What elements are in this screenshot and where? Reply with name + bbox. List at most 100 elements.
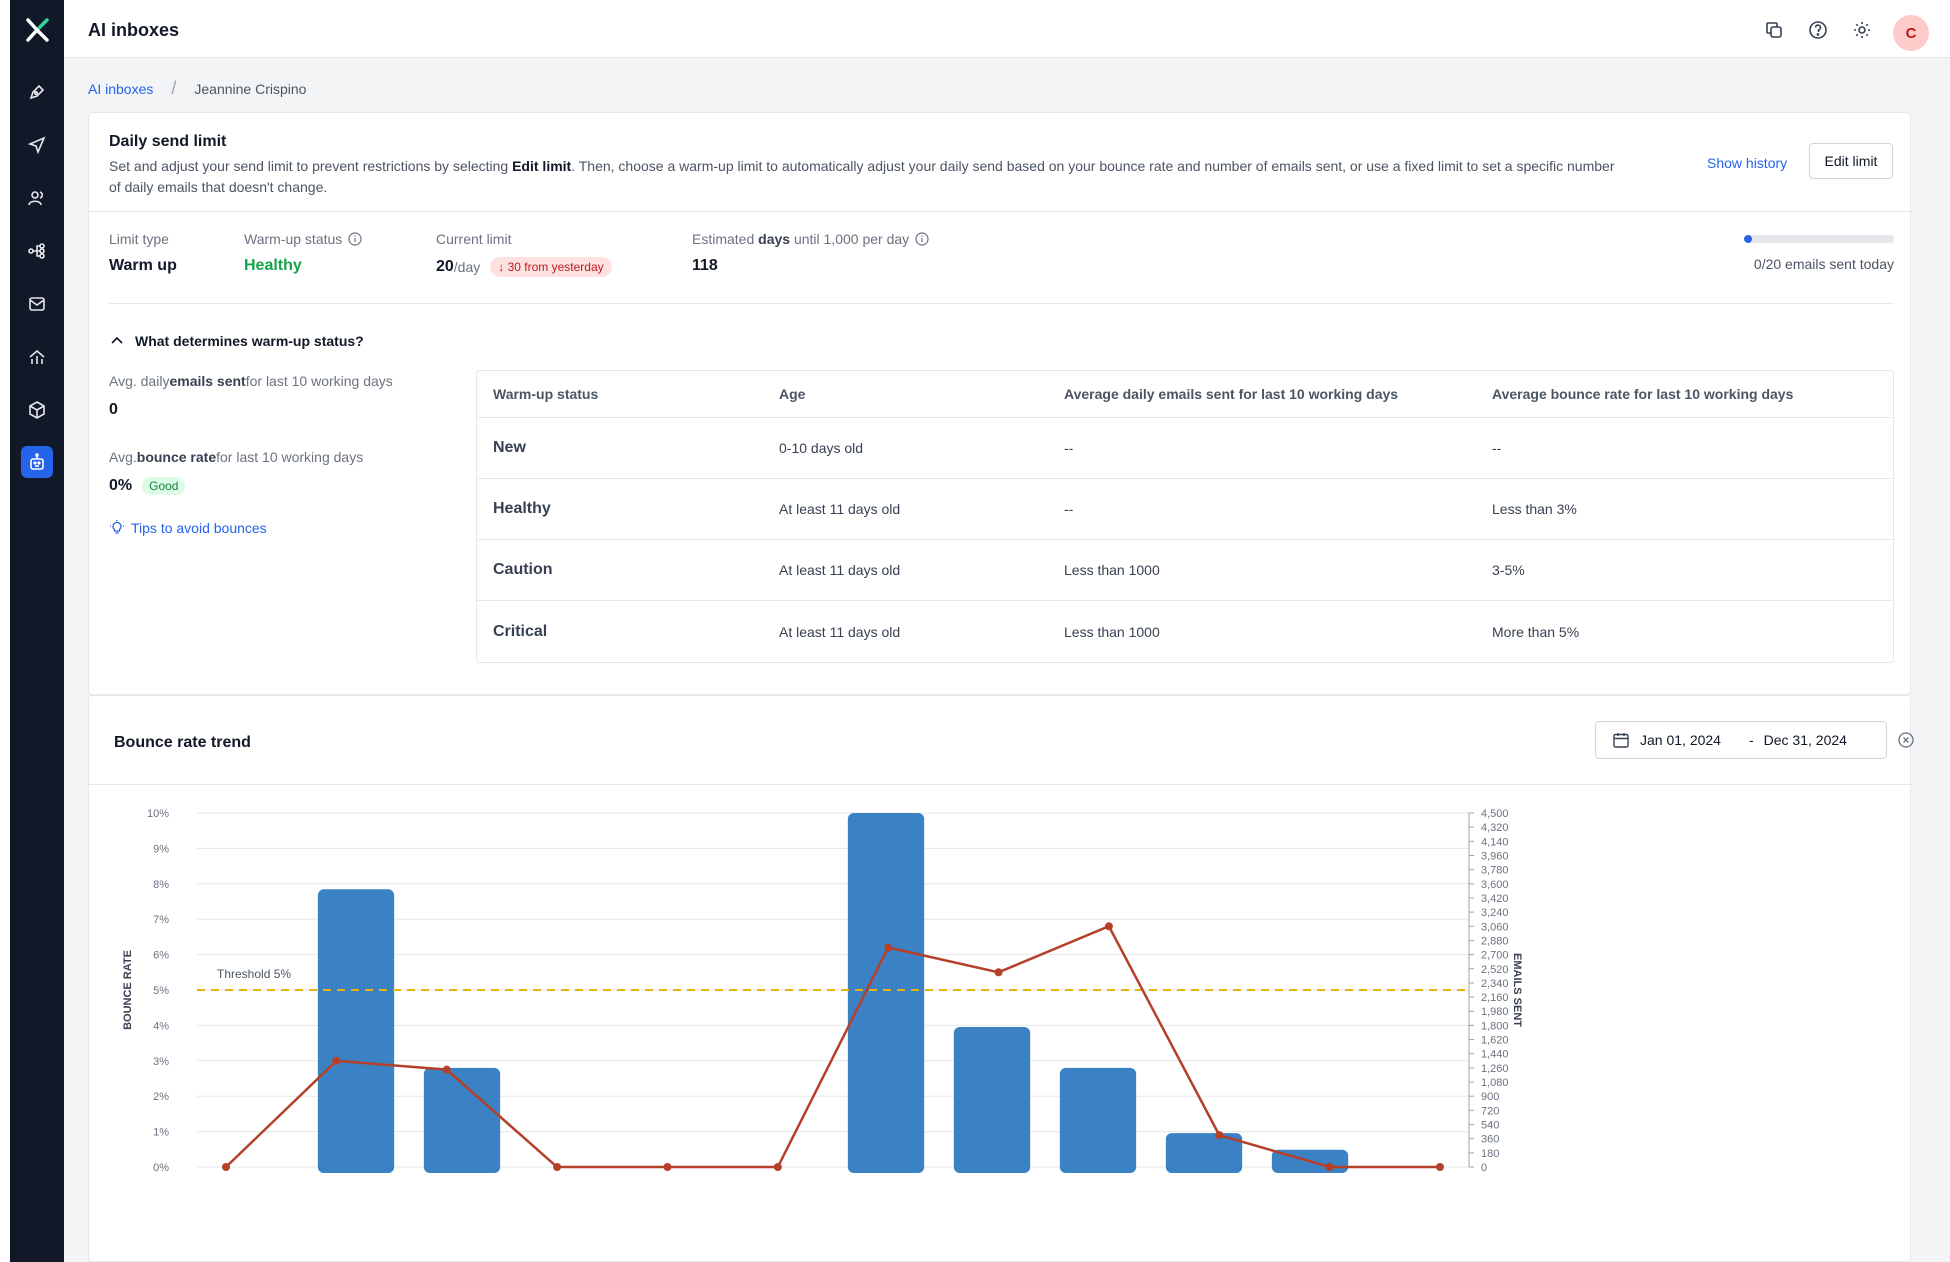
chart-bar (423, 1067, 501, 1173)
y2-tick-label: 540 (1481, 1120, 1499, 1132)
limit-type-label: Limit type (109, 231, 169, 247)
divider (89, 784, 1912, 785)
settings-icon[interactable] (1850, 18, 1874, 42)
line-point (1104, 922, 1113, 931)
y-tick-label: 3% (153, 1056, 169, 1068)
estimated-label-part: Estimated (692, 231, 759, 247)
y2-tick-label: 3,240 (1481, 907, 1509, 919)
info-icon[interactable] (915, 232, 929, 246)
desc-text: Set and adjust your send limit to preven… (109, 158, 513, 174)
y2-tick-label: 2,520 (1481, 964, 1509, 976)
line-point (553, 1163, 562, 1171)
chevron-up-icon (111, 336, 123, 344)
y2-tick-label: 2,700 (1481, 950, 1509, 962)
breadcrumb-root-link[interactable]: AI inboxes (88, 80, 154, 97)
y-tick-label: 0% (153, 1162, 169, 1174)
warmup-status-toggle[interactable]: What determines warm-up status? (109, 333, 364, 349)
analytics-icon[interactable] (21, 341, 53, 373)
estimated-days-label: Estimated days until 1,000 per day (692, 231, 929, 247)
warmup-status-label-text: Warm-up status (244, 231, 343, 247)
date-range-picker[interactable]: Jan 01, 2024 - Dec 31, 2024 (1595, 721, 1887, 759)
info-icon[interactable] (348, 232, 362, 246)
y2-tick-label: 720 (1481, 1105, 1499, 1117)
y-tick-label: 7% (153, 914, 169, 926)
tips-link[interactable]: Tips to avoid bounces (109, 520, 267, 536)
y2-axis-label: EMAILS SENT (1511, 953, 1523, 1027)
status-caution: Caution (493, 561, 553, 578)
column-header: Warm-up status (493, 386, 599, 402)
threshold-label: Threshold 5% (217, 967, 291, 981)
sidebar (10, 0, 64, 1262)
avatar[interactable]: C (1893, 15, 1929, 51)
y2-tick-label: 2,880 (1481, 935, 1509, 947)
status-new: New (493, 439, 526, 456)
y2-tick-label: 4,140 (1481, 836, 1509, 848)
y2-tick-label: 1,080 (1481, 1077, 1509, 1089)
label-part: for last 10 working days (216, 449, 364, 465)
current-limit: 20/day ↓ 30 from yesterday (436, 257, 612, 277)
date-end[interactable]: Dec 31, 2024 (1763, 732, 1847, 748)
bounce-cell: 3-5% (1492, 562, 1525, 578)
desc-text: . Then, choose a warm-up limit to automa… (109, 158, 1615, 195)
status-critical: Critical (493, 623, 548, 640)
line-point (332, 1056, 341, 1065)
avg-emails-label: Avg. daily emails sent for last 10 worki… (109, 373, 393, 389)
show-history-link[interactable]: Show history (1707, 155, 1788, 171)
y-tick-label: 10% (147, 808, 169, 820)
avg-bounce-value: 0% (109, 477, 133, 494)
y-tick-label: 1% (153, 1127, 169, 1139)
y2-tick-label: 3,420 (1481, 893, 1509, 905)
label-part: for last 10 working days (245, 373, 393, 389)
line-point (1436, 1163, 1444, 1171)
age-cell: At least 11 days old (779, 501, 901, 517)
page-title: AI inboxes (88, 20, 180, 40)
logo-icon[interactable] (20, 10, 54, 50)
line-point (1325, 1163, 1334, 1171)
desc-bold: Edit limit (512, 158, 572, 174)
estimated-days-value: 118 (692, 257, 718, 274)
y2-tick-label: 3,060 (1481, 921, 1509, 933)
y-axis-label: BOUNCE RATE (122, 950, 134, 1030)
label-part: Avg. daily (109, 373, 170, 389)
bot-icon[interactable] (21, 446, 53, 478)
main-area: AI inboxes C AI inboxes / Jeannine Crisp… (64, 0, 1950, 1262)
breadcrumb-current: Jeannine Crispino (194, 80, 307, 97)
y-tick-label: 8% (153, 879, 169, 891)
table-header: Warm-up status Age Average daily emails … (477, 371, 1893, 418)
progress-fill (1744, 235, 1752, 243)
copy-icon[interactable] (1762, 18, 1786, 42)
send-limit-description: Set and adjust your send limit to preven… (109, 156, 1629, 198)
column-header: Average bounce rate for last 10 working … (1492, 386, 1794, 402)
y-tick-label: 2% (153, 1091, 169, 1103)
calendar-icon (1613, 733, 1629, 748)
send-icon[interactable] (21, 129, 53, 161)
line-point (1215, 1131, 1224, 1140)
users-icon[interactable] (21, 182, 53, 214)
date-separator: - (1748, 732, 1754, 748)
emails-cell: -- (1064, 440, 1074, 456)
help-icon[interactable] (1806, 18, 1830, 42)
tips-link-text: Tips to avoid bounces (131, 520, 267, 536)
edit-limit-button[interactable]: Edit limit (1809, 143, 1893, 179)
bounce-good-badge: Good (142, 477, 186, 495)
package-icon[interactable] (21, 394, 53, 426)
y2-tick-label: 4,500 (1481, 808, 1509, 820)
flow-icon[interactable] (21, 235, 53, 267)
bounce-trend-title: Bounce rate trend (114, 734, 251, 751)
y2-tick-label: 1,980 (1481, 1006, 1509, 1018)
emails-cell: Less than 1000 (1064, 624, 1160, 640)
warmup-status-value: Healthy (244, 257, 302, 274)
send-limit-title: Daily send limit (109, 133, 227, 150)
date-start[interactable]: Jan 01, 2024 (1640, 732, 1721, 748)
breadcrumb-separator: / (171, 78, 177, 98)
estimated-label-text: Estimated days until 1,000 per day (692, 231, 909, 247)
pen-icon[interactable] (21, 76, 53, 108)
clear-date-icon[interactable] (1897, 731, 1915, 749)
line-point (884, 943, 893, 952)
breadcrumb: AI inboxes / Jeannine Crispino (88, 78, 306, 99)
divider (109, 303, 1894, 304)
mail-icon[interactable] (21, 288, 53, 320)
y2-tick-label: 360 (1481, 1134, 1499, 1146)
window-edge (0, 0, 10, 1262)
bounce-rate-trend-card: Bounce rate trend Jan 01, 2024 - Dec 31,… (88, 695, 1914, 1262)
